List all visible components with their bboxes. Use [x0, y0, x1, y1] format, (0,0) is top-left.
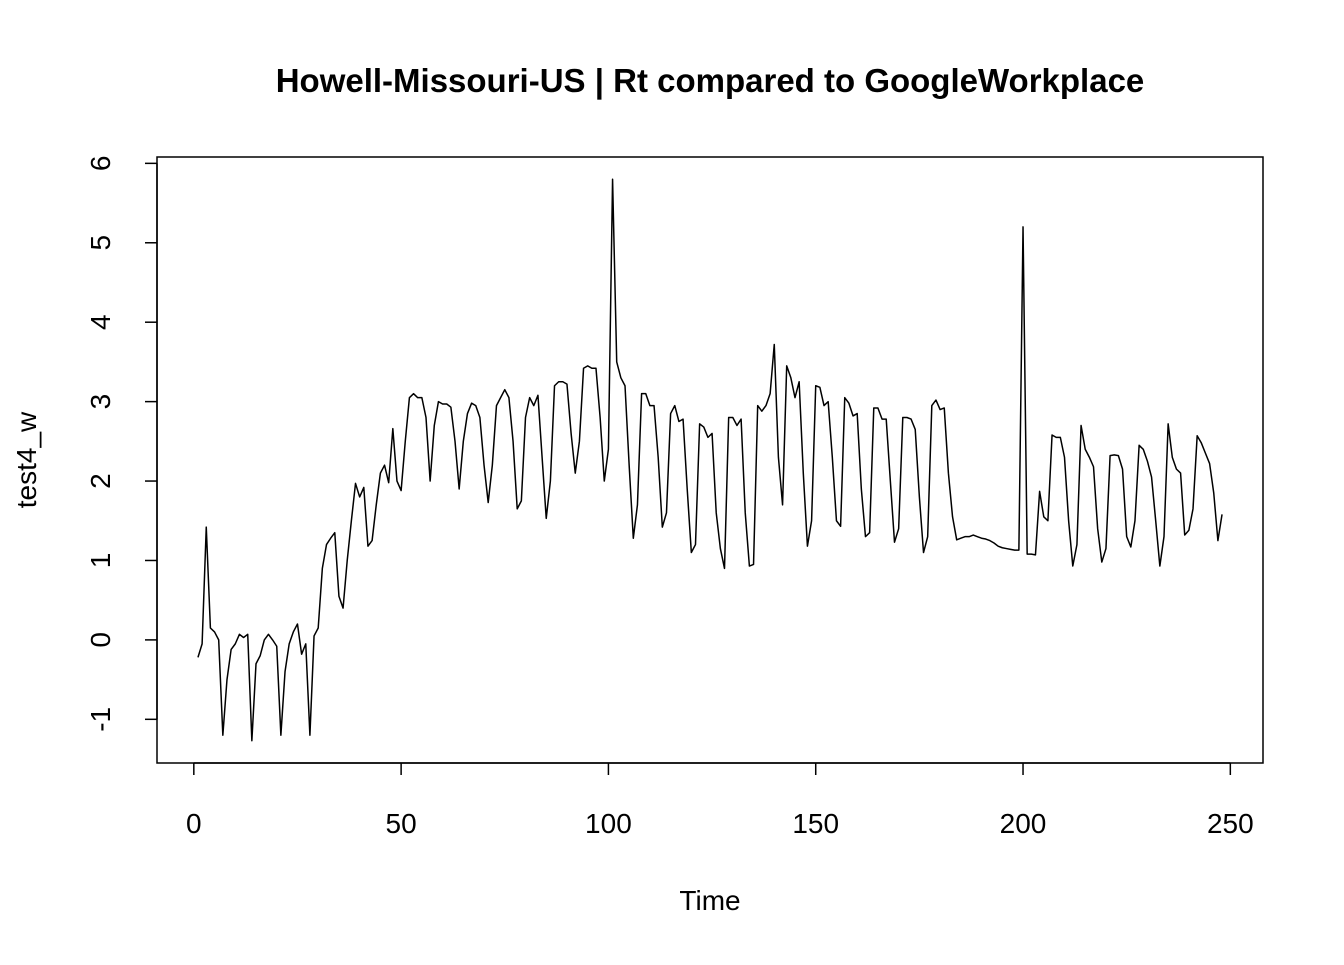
y-tick-label: 1 [85, 553, 116, 569]
x-tick-label: 250 [1207, 808, 1254, 839]
series-line [197, 178, 1223, 742]
chart-title: Howell-Missouri-US | Rt compared to Goog… [276, 62, 1145, 99]
x-tick-label: 200 [1000, 808, 1047, 839]
y-tick-label: 2 [85, 473, 116, 489]
x-tick-label: 150 [792, 808, 839, 839]
y-tick-label: 0 [85, 632, 116, 648]
x-tick-label: 0 [186, 808, 202, 839]
y-tick-label: 3 [85, 394, 116, 410]
x-axis-label: Time [679, 885, 740, 916]
x-tick-label: 100 [585, 808, 632, 839]
y-tick-label: 4 [85, 314, 116, 330]
y-tick-label: 5 [85, 235, 116, 251]
x-tick-label: 50 [386, 808, 417, 839]
y-tick-label: -1 [85, 707, 116, 732]
y-axis-label: test4_w [11, 411, 42, 508]
y-tick-label: 6 [85, 156, 116, 172]
